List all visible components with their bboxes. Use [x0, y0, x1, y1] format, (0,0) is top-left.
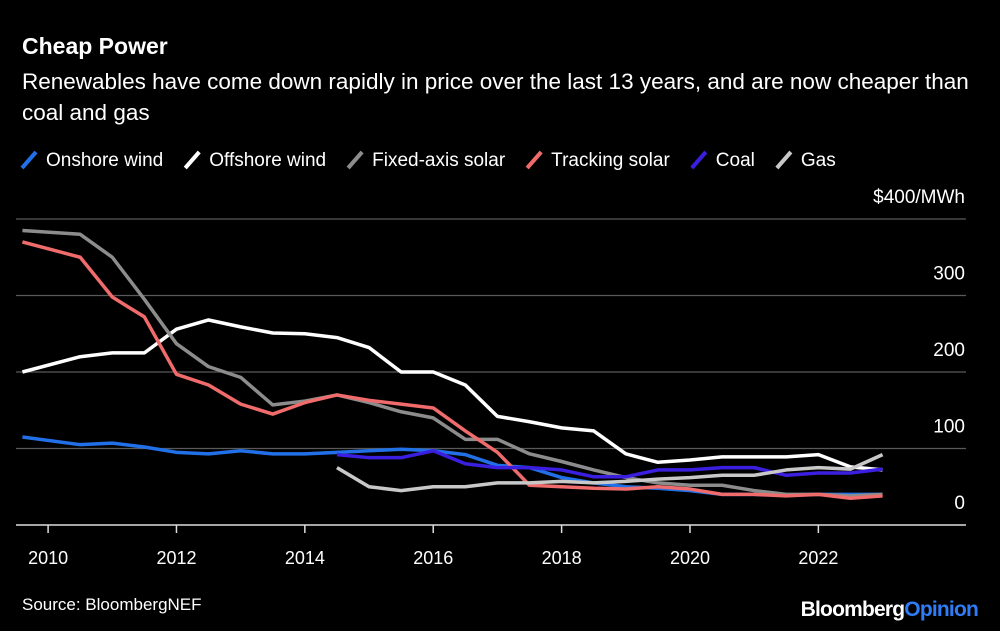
y-tick-label: 100: [933, 417, 965, 438]
x-tick-label: 2020: [670, 548, 710, 568]
chart-title: Cheap Power: [22, 33, 168, 59]
y-tick-label: $400/MWh: [873, 187, 965, 208]
series-line: [21, 318, 883, 472]
y-tick-label: 300: [933, 264, 965, 285]
x-tick-label: 2014: [285, 548, 325, 568]
legend-label: Onshore wind: [46, 150, 163, 171]
logo: BloombergOpinion: [801, 598, 978, 621]
y-tick-label: 0: [954, 493, 965, 514]
legend-swatch: [183, 150, 201, 170]
legend-label: Coal: [716, 150, 755, 171]
series-line: [336, 449, 883, 479]
logo-part: Opinion: [904, 598, 978, 621]
series-line: [336, 453, 884, 493]
legend-swatch: [525, 150, 543, 170]
source: Source: BloombergNEF: [22, 595, 202, 614]
x-tick-label: 2018: [542, 548, 582, 568]
y-tick-label: 200: [933, 340, 965, 361]
logo-part: Bloomberg: [801, 598, 905, 621]
legend-swatch: [346, 150, 364, 170]
legend-label: Gas: [801, 150, 836, 171]
x-tick-label: 2022: [798, 548, 838, 568]
series-line: [21, 240, 883, 500]
legend-label: Fixed-axis solar: [372, 150, 506, 171]
chart-subtitle: Renewables have come down rapidly in pri…: [22, 69, 969, 125]
x-tick-label: 2012: [156, 548, 196, 568]
series-line: [22, 228, 883, 498]
legend-label: Offshore wind: [209, 150, 326, 171]
legend-swatch: [690, 150, 708, 170]
legend-swatch: [20, 150, 38, 170]
x-tick-label: 2016: [413, 548, 453, 568]
x-tick-label: 2010: [28, 548, 68, 568]
legend-label: Tracking solar: [551, 150, 670, 171]
legend-swatch: [775, 150, 793, 170]
